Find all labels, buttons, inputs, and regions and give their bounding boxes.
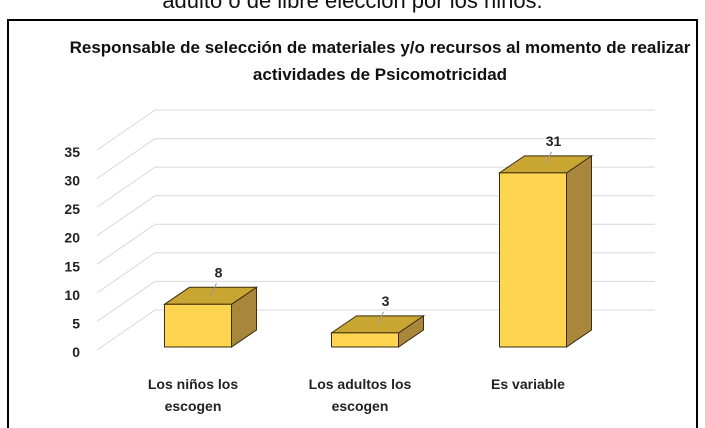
grid-line — [96, 109, 655, 151]
y-tick-label: 15 — [64, 258, 80, 274]
bar — [329, 314, 426, 348]
bar-side — [566, 154, 592, 348]
grid-line — [96, 309, 655, 351]
grid-line — [96, 252, 655, 294]
bar-front — [164, 303, 232, 348]
x-tick-label: Los adultos los escogen — [308, 376, 412, 414]
bar — [497, 154, 594, 348]
y-tick-label: 25 — [64, 201, 80, 217]
y-tick-label: 30 — [64, 173, 80, 189]
value-label: 3 — [382, 293, 390, 309]
header-text: adulto o de libre elección por los niños… — [162, 0, 543, 13]
chart-title: Responsable de selección de materiales y… — [69, 38, 691, 84]
grid-line — [96, 195, 655, 237]
value-label: 8 — [215, 264, 223, 280]
y-tick-label: 5 — [72, 315, 80, 331]
leader-line — [377, 311, 384, 325]
y-tick-label: 0 — [72, 344, 80, 360]
x-tick-label: Es variable — [491, 376, 565, 392]
y-tick-label: 35 — [64, 144, 80, 160]
bar-front — [331, 332, 399, 348]
grid-line — [96, 223, 655, 265]
chart-border — [7, 19, 698, 428]
bar-front — [499, 172, 567, 348]
leader-line — [210, 283, 217, 297]
y-tick-label: 20 — [64, 230, 80, 246]
leader-line — [545, 151, 552, 165]
value-label: 31 — [546, 133, 562, 149]
x-tick-label: Los niños los escogen — [147, 376, 239, 414]
grid-line — [96, 280, 655, 322]
y-tick-label: 10 — [64, 287, 80, 303]
grid-line — [96, 166, 655, 208]
bar — [162, 286, 259, 348]
grid-line — [96, 138, 655, 179]
